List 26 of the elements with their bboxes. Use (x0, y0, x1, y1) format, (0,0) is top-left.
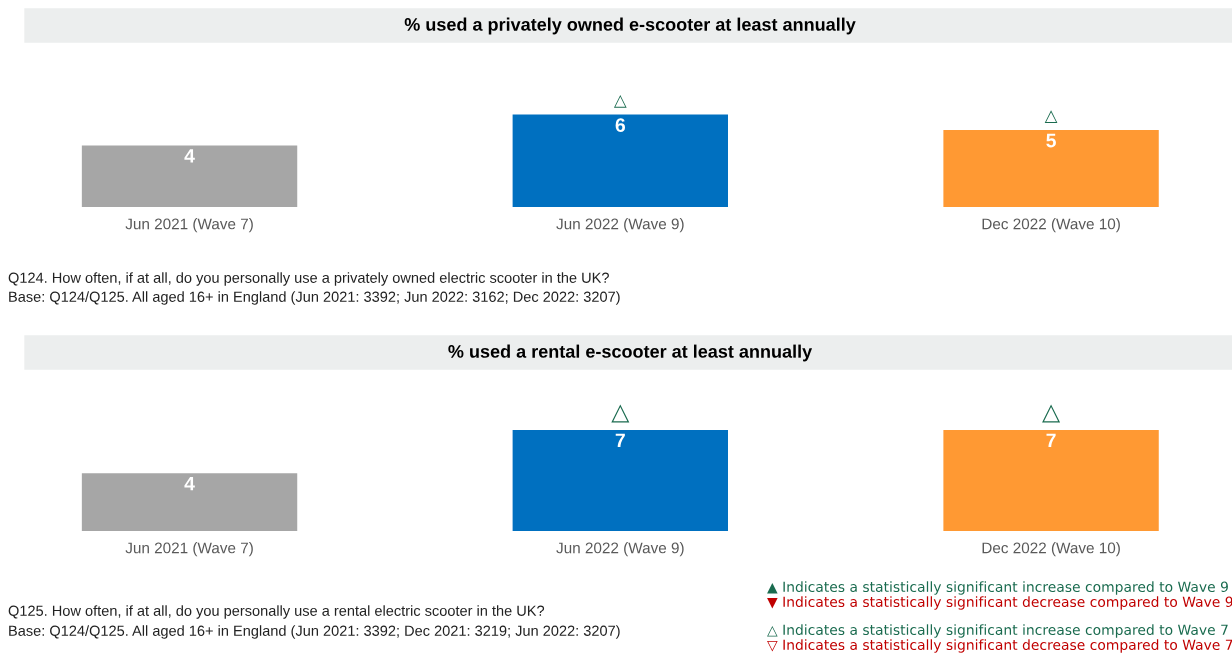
x-tick-label: Jun 2021 (Wave 7) (125, 542, 253, 557)
text: △ Indicates a statistically significant increase compared to Wave 7 (767, 624, 1228, 638)
data-label: 7 (1046, 433, 1056, 448)
x-tick-label: Jun 2022 (Wave 9) (556, 218, 684, 233)
chart-title: % used a rental e-scooter at least annually (448, 344, 813, 362)
x-tick-label: Dec 2022 (Wave 10) (982, 218, 1120, 233)
text: Q124. How often, if at all, do you personally use a privately owned electric scooter in the UK? (8, 272, 609, 286)
data-label: 7 (615, 433, 625, 448)
text: Base: Q124/Q125. All aged 16+ in England (Jun 2021: 3392; Dec 2021: 3219; Jun 2022: 3207) (9, 625, 620, 639)
data-label: 6 (615, 118, 626, 132)
text: Base: Q124/Q125. All aged 16+ in England (Jun 2021: 3392; Jun 2022: 3162; Dec 2022: 3207) (9, 291, 620, 305)
annotation: △ (1042, 404, 1061, 423)
data-label: 5 (1046, 133, 1056, 148)
annotation: △ (613, 94, 627, 108)
text: ▼ Indicates a statistically significant decrease compared to Wave 9 (767, 596, 1232, 610)
data-label: 4 (184, 476, 195, 491)
x-tick-label: Dec 2022 (Wave 10) (982, 542, 1120, 557)
data-label: 4 (184, 149, 195, 163)
annotation: △ (1044, 110, 1058, 124)
text: ▽ Indicates a statistically significant decrease compared to Wave 7 (767, 639, 1232, 653)
x-tick-label: Jun 2022 (Wave 9) (556, 542, 684, 557)
annotation: △ (611, 404, 630, 423)
chart-title: % used a privately owned e-scooter at least annually (404, 17, 856, 35)
text: ▲ Indicates a statistically significant increase compared to Wave 9 (767, 581, 1228, 595)
x-tick-label: Jun 2021 (Wave 7) (125, 218, 253, 233)
text: Q125. How often, if at all, do you personally use a rental electric scooter in the UK? (8, 605, 545, 619)
